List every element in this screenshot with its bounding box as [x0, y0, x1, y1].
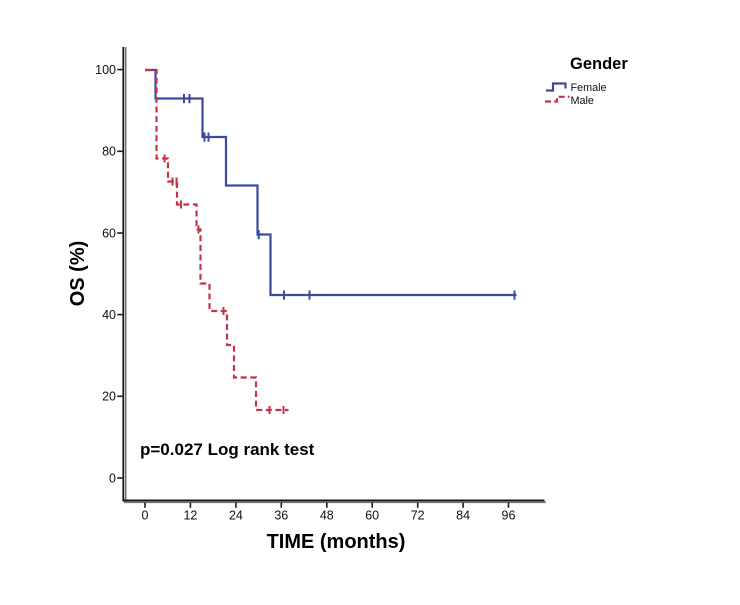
svg-text:96: 96 [502, 509, 516, 523]
svg-text:100: 100 [95, 63, 116, 77]
svg-text:36: 36 [274, 509, 288, 523]
svg-text:OS (%): OS (%) [67, 241, 89, 307]
svg-text:Gender: Gender [570, 55, 628, 73]
svg-text:40: 40 [102, 308, 116, 322]
svg-text:0: 0 [109, 471, 116, 485]
svg-text:12: 12 [183, 509, 197, 523]
svg-text:48: 48 [320, 509, 334, 523]
svg-text:Female: Female [571, 82, 607, 94]
svg-text:80: 80 [102, 145, 116, 159]
svg-text:p=0.027 Log rank test: p=0.027 Log rank test [140, 440, 315, 459]
svg-text:Male: Male [571, 95, 594, 107]
svg-text:0: 0 [142, 509, 149, 523]
svg-text:20: 20 [102, 390, 116, 404]
svg-text:60: 60 [365, 509, 379, 523]
svg-text:84: 84 [456, 509, 470, 523]
svg-text:72: 72 [411, 509, 425, 523]
svg-text:60: 60 [102, 226, 116, 240]
svg-text:TIME (months): TIME (months) [267, 531, 406, 553]
svg-text:24: 24 [229, 509, 243, 523]
